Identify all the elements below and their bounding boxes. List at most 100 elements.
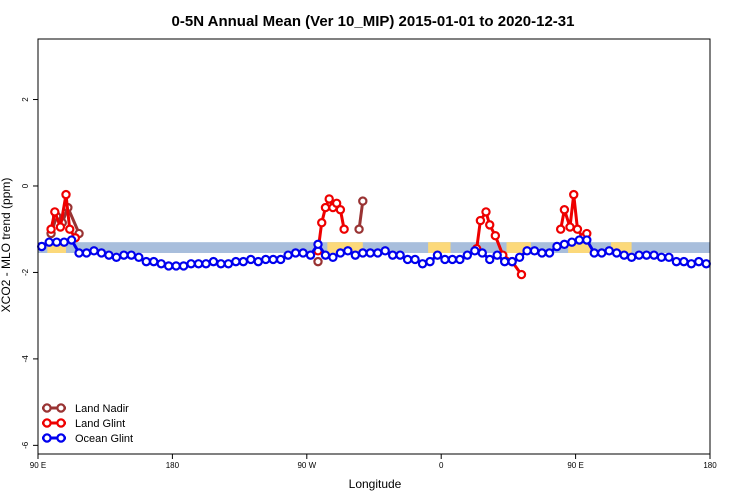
point-ocean-glint-22 (201, 259, 211, 269)
point-land-glint-0 (46, 224, 56, 234)
y-tick-label-2: -2 (21, 268, 30, 276)
point-land-glint-17 (485, 220, 495, 230)
point-land-glint-12 (335, 205, 346, 215)
point-ocean-glint-4 (66, 235, 77, 245)
point-ocean-glint-62 (499, 256, 510, 267)
point-ocean-glint-82 (649, 250, 659, 260)
point-ocean-glint-24 (216, 259, 226, 269)
point-ocean-glint-38 (320, 250, 331, 260)
chart-title: 0-5N Annual Mean (Ver 10_MIP) 2015-01-01… (172, 13, 575, 30)
legend-marker-right-ocean-glint (56, 433, 66, 443)
point-ocean-glint-51 (417, 259, 428, 269)
legend-label-ocean-glint: Ocean Glint (75, 433, 133, 445)
point-ocean-glint-81 (641, 250, 652, 260)
series-line-land-nadir-2 (357, 200, 365, 230)
point-ocean-glint-83 (656, 252, 667, 263)
reference-band-fill (38, 242, 710, 253)
point-ocean-glint-34 (290, 248, 301, 258)
point-land-nadir-7 (358, 196, 368, 206)
point-ocean-glint-26 (231, 256, 241, 267)
x-axis-label: Longitude (349, 477, 402, 491)
point-ocean-glint-33 (283, 250, 293, 260)
point-ocean-glint-86 (679, 256, 689, 267)
point-ocean-glint-32 (275, 254, 286, 265)
y-axis-label: XCO2 - MLO trend (ppm) (0, 178, 13, 313)
point-ocean-glint-23 (208, 256, 219, 267)
point-ocean-glint-41 (343, 246, 353, 256)
point-ocean-glint-39 (328, 252, 338, 263)
point-ocean-glint-7 (89, 246, 99, 256)
point-ocean-glint-84 (664, 252, 674, 263)
point-ocean-glint-18 (171, 261, 181, 271)
point-ocean-glint-85 (671, 256, 682, 267)
point-ocean-glint-66 (529, 246, 540, 256)
point-ocean-glint-42 (350, 250, 361, 260)
point-ocean-glint-1 (44, 237, 54, 247)
point-ocean-glint-72 (574, 235, 585, 245)
point-land-glint-2 (55, 222, 66, 232)
point-land-glint-11 (331, 198, 342, 208)
point-ocean-glint-74 (589, 248, 599, 258)
x-tick-label-2: 90 W (297, 461, 316, 470)
axes: 90 E 180 90 W 0 90 E 180 -6 -4 -2 0 2 (21, 97, 717, 470)
point-ocean-glint-27 (238, 256, 249, 267)
point-ocean-glint-64 (514, 252, 525, 263)
point-ocean-glint-0 (37, 241, 47, 252)
point-land-glint-15 (475, 215, 486, 226)
point-ocean-glint-61 (492, 250, 502, 260)
point-ocean-glint-35 (298, 248, 308, 258)
point-ocean-glint-68 (544, 248, 555, 258)
point-land-glint-24 (565, 222, 575, 232)
y-tick-label-0: -6 (21, 441, 30, 449)
point-ocean-glint-79 (626, 252, 637, 263)
point-ocean-glint-3 (59, 237, 69, 247)
point-ocean-glint-75 (597, 248, 607, 258)
point-ocean-glint-37 (313, 239, 323, 250)
x-tick-label-3: 0 (439, 461, 444, 470)
x-tick-label-0: 90 E (30, 461, 46, 470)
point-ocean-glint-11 (119, 250, 129, 260)
point-ocean-glint-77 (611, 248, 622, 258)
point-ocean-glint-67 (537, 248, 547, 258)
point-ocean-glint-89 (701, 259, 711, 269)
point-ocean-glint-47 (387, 250, 398, 260)
point-land-glint-16 (481, 207, 491, 217)
point-ocean-glint-46 (380, 246, 390, 256)
point-ocean-glint-17 (163, 261, 174, 271)
point-land-glint-22 (555, 224, 566, 234)
point-ocean-glint-10 (111, 252, 122, 263)
point-ocean-glint-44 (365, 248, 375, 258)
point-ocean-glint-65 (522, 246, 532, 256)
legend-marker-left-land-glint (42, 418, 52, 428)
point-ocean-glint-19 (178, 261, 189, 271)
x-tick-label-5: 180 (703, 461, 717, 470)
point-land-glint-21 (516, 269, 527, 280)
point-ocean-glint-20 (186, 259, 196, 269)
reference-band-highlight-0 (47, 242, 66, 253)
reference-band-highlight-5 (611, 242, 632, 253)
plot-frame (37, 38, 711, 455)
series-layer (37, 189, 711, 280)
point-land-nadir-6 (354, 224, 364, 234)
point-ocean-glint-5 (74, 248, 84, 258)
point-ocean-glint-9 (104, 250, 114, 260)
legend-marker-right-land-nadir (56, 403, 66, 413)
point-ocean-glint-21 (193, 259, 204, 269)
y-tick-label-4: 2 (21, 97, 30, 102)
point-ocean-glint-13 (134, 252, 144, 263)
point-ocean-glint-43 (358, 248, 368, 258)
point-ocean-glint-15 (149, 256, 159, 267)
point-ocean-glint-59 (477, 248, 487, 258)
point-ocean-glint-8 (96, 248, 107, 258)
point-ocean-glint-69 (552, 241, 562, 252)
point-ocean-glint-76 (604, 246, 614, 256)
point-land-glint-25 (569, 189, 579, 200)
point-ocean-glint-28 (246, 254, 256, 265)
reference-band-highlight-3 (506, 242, 531, 253)
legend-label-land-nadir: Land Nadir (75, 403, 129, 415)
point-ocean-glint-54 (440, 254, 450, 265)
series-ocean-glint (37, 235, 711, 271)
point-ocean-glint-63 (507, 256, 517, 267)
point-ocean-glint-80 (634, 250, 644, 260)
